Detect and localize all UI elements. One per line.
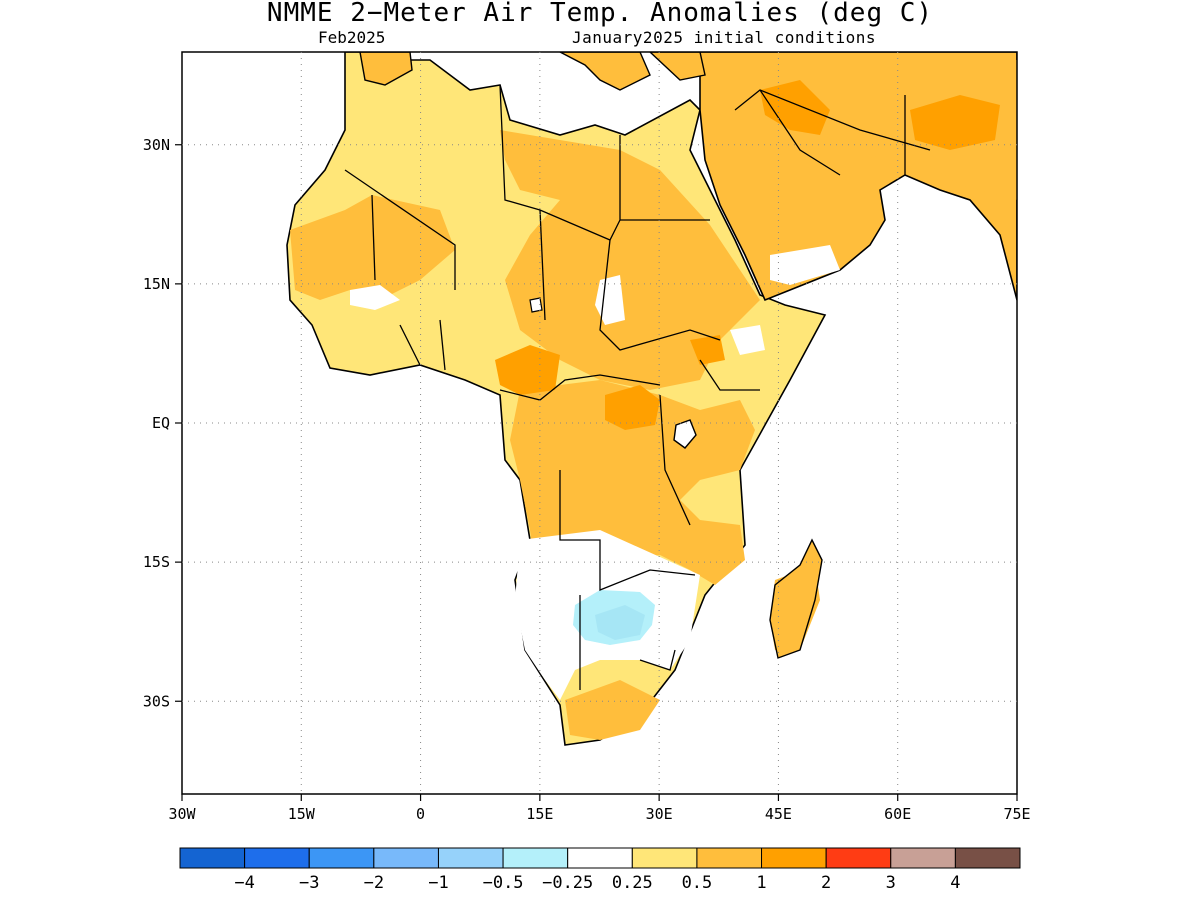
gridlines <box>182 52 1017 794</box>
initial-conditions-label: January2025 initial conditions <box>572 28 876 47</box>
longitude-ticks: 30W 15W 0 15E 30E 45E 60E 75E <box>168 794 1031 823</box>
colorbar-label: −0.25 <box>542 873 593 893</box>
lon-tick-label: 30E <box>646 805 673 823</box>
lon-tick-label: 60E <box>884 805 911 823</box>
colorbar-label: −1 <box>428 873 448 893</box>
colorbar-label: −4 <box>234 873 254 893</box>
colorbar-swatch <box>696 847 763 869</box>
colorbar-swatch <box>825 847 892 869</box>
madagascar <box>769 538 823 659</box>
anomaly-shading-negative <box>573 590 655 645</box>
colorbar-swatch <box>567 847 633 869</box>
colorbar-swatch <box>631 847 698 869</box>
country-borders <box>344 84 931 690</box>
colorbar-label: 1 <box>756 873 766 893</box>
anomaly-shading-2 <box>495 80 1000 430</box>
colorbar-label: 4 <box>950 873 960 893</box>
lon-tick-label: 0 <box>416 805 425 823</box>
colorbar-swatch <box>244 847 310 869</box>
colorbar-label: −0.5 <box>483 873 524 893</box>
colorbar-swatch <box>308 847 375 869</box>
map-title: NMME 2−Meter Air Temp. Anomalies (deg C) <box>266 0 934 28</box>
europe-landmass <box>359 52 706 91</box>
colorbar-labels: −4 −3 −2 −1 −0.5 −0.25 0.25 0.5 1 2 3 4 <box>234 873 960 893</box>
lon-tick-label: 15E <box>526 805 553 823</box>
lon-tick-label: 45E <box>765 805 792 823</box>
lat-tick-label: 15S <box>143 553 170 571</box>
colorbar-swatch <box>179 847 246 869</box>
colorbar-label: 3 <box>886 873 896 893</box>
forecast-month: Feb2025 <box>318 28 386 47</box>
colorbar-swatch <box>954 847 1021 869</box>
colorbar-label: 2 <box>821 873 831 893</box>
colorbar-swatch <box>890 847 956 869</box>
lon-tick-label: 15W <box>288 805 316 823</box>
lon-tick-label: 30W <box>168 805 196 823</box>
lon-tick-label: 75E <box>1003 805 1030 823</box>
colorbar-swatch <box>373 847 439 869</box>
colorbar-label: 0.5 <box>682 873 713 893</box>
colorbar-label: −3 <box>299 873 319 893</box>
lat-tick-label: 30S <box>143 692 170 710</box>
colorbar <box>179 847 1021 869</box>
colorbar-label: 0.25 <box>612 873 653 893</box>
colorbar-swatch <box>437 847 504 869</box>
lat-tick-label: 15N <box>143 275 170 293</box>
lat-tick-label: EQ <box>152 414 170 432</box>
lake-chad <box>529 297 543 313</box>
colorbar-swatch <box>502 847 569 869</box>
lat-tick-label: 30N <box>143 136 170 154</box>
colorbar-label: −2 <box>364 873 384 893</box>
lake-victoria <box>673 419 697 449</box>
colorbar-swatch <box>761 847 827 869</box>
latitude-ticks: 30N 15N EQ 15S 30S <box>143 136 182 710</box>
